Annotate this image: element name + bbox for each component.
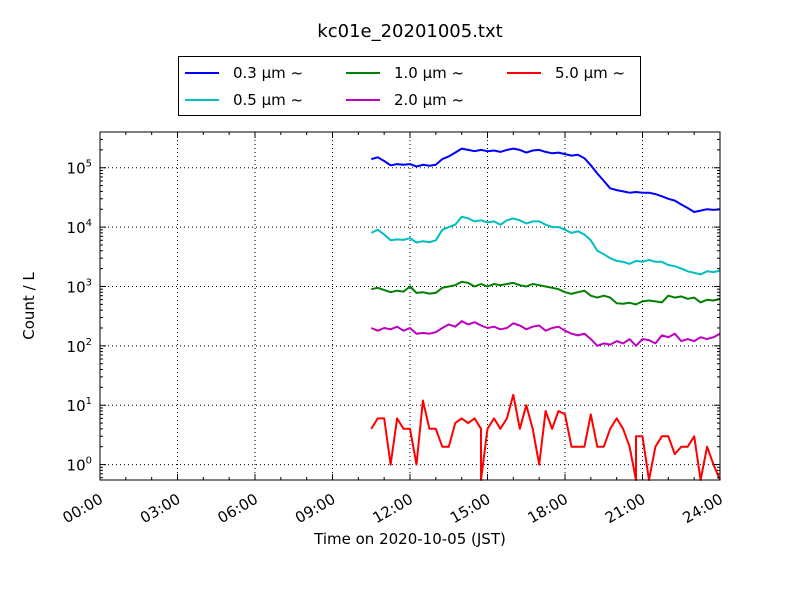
y-tick-label: 104 [67, 218, 92, 237]
legend-item: 0.3 μm ~ [185, 63, 303, 83]
x-tick-label: 12:00 [370, 490, 416, 527]
y-tick-label: 101 [67, 396, 92, 415]
y-axis-label: Count / L [20, 272, 38, 340]
y-tick-label: 103 [67, 277, 92, 296]
x-tick-label: 03:00 [137, 490, 183, 527]
y-tick-label: 105 [67, 159, 92, 178]
legend-label: 0.3 μm ~ [233, 64, 304, 82]
x-tick-label: 00:00 [60, 490, 106, 527]
series-line-1-0 [371, 280, 721, 306]
series-line-2-0 [370, 320, 721, 347]
series-line-5-0 [370, 393, 721, 481]
x-tick-label: 21:00 [602, 490, 648, 527]
legend-label: 0.5 μm ~ [233, 91, 304, 109]
legend-item: 1.0 μm ~ [346, 63, 464, 83]
legend: 0.3 μm ~ 0.5 μm ~ 1.0 μm ~ 2.0 μm ~ 5.0 μm ~ [178, 56, 641, 116]
x-tick-label: 09:00 [292, 490, 338, 527]
legend-swatch [185, 72, 219, 74]
series-line-0-3 [371, 147, 721, 213]
legend-item: 5.0 μm ~ [507, 63, 625, 83]
legend-label: 5.0 μm ~ [555, 64, 626, 82]
x-axis-label: Time on 2020-10-05 (JST) [313, 530, 506, 548]
x-tick-label: 06:00 [215, 490, 261, 527]
legend-swatch [185, 99, 219, 101]
legend-item: 2.0 μm ~ [346, 90, 464, 110]
legend-item: 0.5 μm ~ [185, 90, 303, 110]
x-tick-label: 24:00 [680, 490, 726, 527]
grid [100, 132, 720, 480]
legend-swatch [346, 99, 380, 101]
legend-label: 2.0 μm ~ [394, 91, 465, 109]
legend-swatch [507, 72, 541, 74]
legend-label: 1.0 μm ~ [394, 64, 465, 82]
x-tick-label: 15:00 [447, 490, 493, 527]
chart-title: kc01e_20201005.txt [317, 21, 502, 42]
series-lines [370, 147, 721, 481]
y-tick-label: 100 [67, 456, 92, 475]
x-tick-label: 18:00 [525, 490, 571, 527]
legend-swatch [346, 72, 380, 74]
series-line-0-5 [370, 215, 721, 276]
y-tick-label: 102 [67, 337, 92, 356]
